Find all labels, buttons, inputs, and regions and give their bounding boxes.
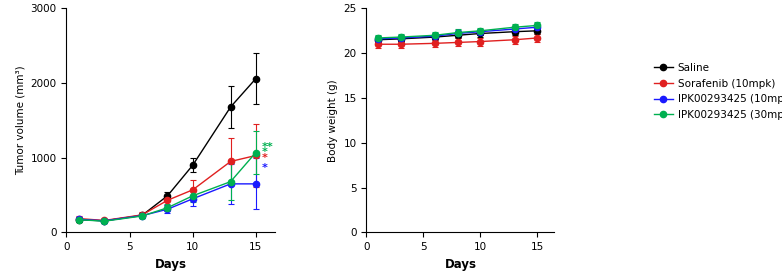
X-axis label: Days: Days (155, 258, 187, 271)
Legend: Saline, Sorafenib (10mpk), IPK00293425 (10mpk), IPK00293425 (30mpk): Saline, Sorafenib (10mpk), IPK00293425 (… (654, 63, 782, 120)
X-axis label: Days: Days (444, 258, 476, 271)
Y-axis label: Tumor volume (mm³): Tumor volume (mm³) (15, 66, 25, 175)
Y-axis label: Body weight (g): Body weight (g) (328, 79, 338, 162)
Text: *: * (262, 147, 268, 157)
Text: **: ** (262, 141, 274, 151)
Text: *: * (262, 153, 268, 163)
Text: *: * (262, 163, 268, 173)
